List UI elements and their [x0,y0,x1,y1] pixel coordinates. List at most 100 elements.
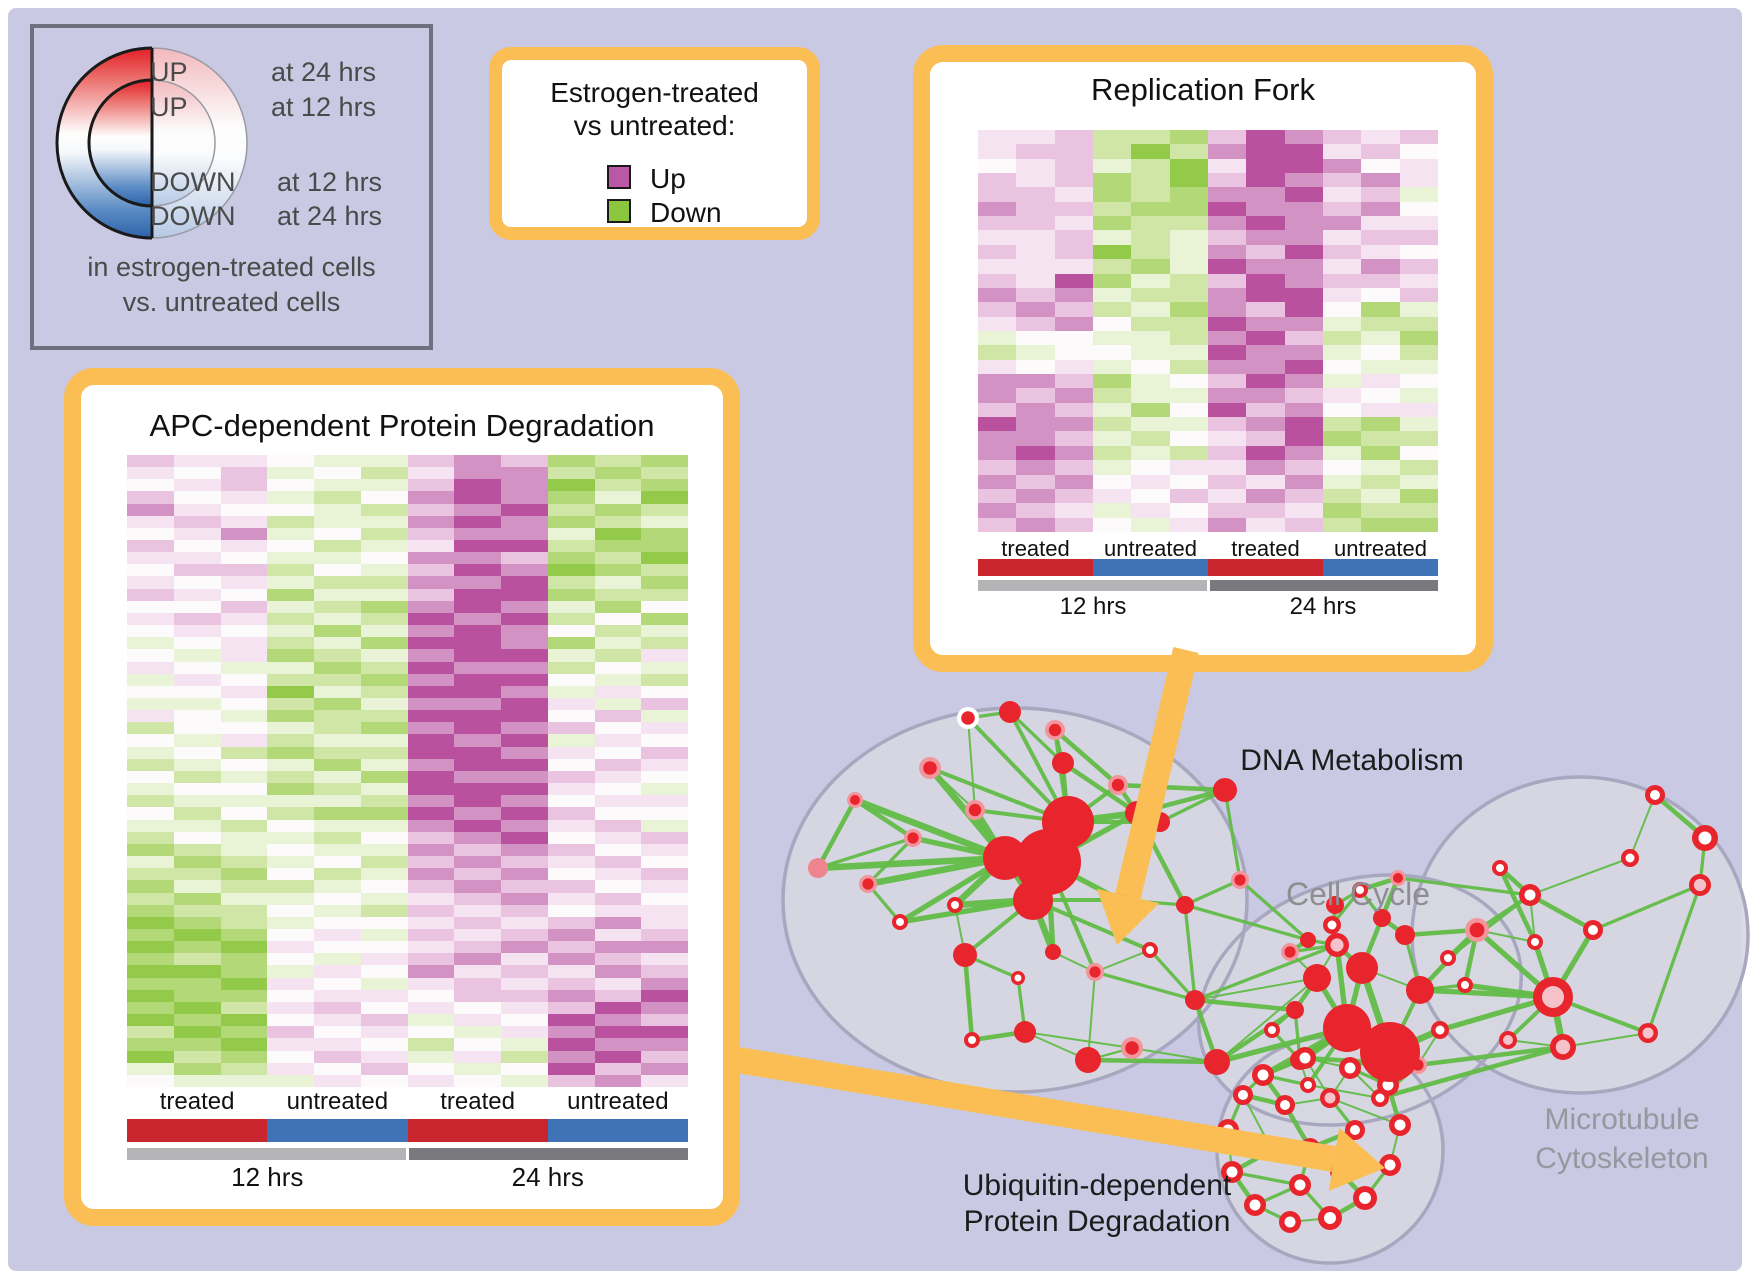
heat-cell [127,1014,174,1027]
heat-cell [1322,330,1362,346]
heat-cell [501,795,548,808]
heat-cell [314,819,361,832]
heat-cell [267,661,314,674]
heat-cell [173,600,221,613]
heat-cell [1169,359,1208,375]
heat-cell [1322,460,1362,475]
heat-cell [127,831,174,844]
heat-cell [127,1001,174,1015]
heat-cell [547,795,595,808]
heat-cell [1322,316,1362,331]
heat-cell [594,698,642,711]
heat-cell [127,880,174,893]
heat-cell [127,673,174,686]
heat-cell [220,807,268,820]
heat-cell [641,904,688,917]
heat-cell [267,588,314,601]
heat-cell [641,479,688,492]
heat-cell [220,612,268,626]
heat-cell [173,953,221,966]
heat-cell [314,831,361,844]
heat-cell [594,491,642,504]
heat-cell [173,467,221,480]
heat-cell [978,503,1017,518]
heat-cell [1016,345,1055,360]
heat-cell [594,770,642,784]
heat-cell [407,758,455,771]
heat-cell [1322,287,1362,303]
heat-cell [173,831,221,844]
heat-cell [454,807,501,820]
heat-cell [501,1001,548,1015]
heat-cell [314,746,361,759]
heat-cell [127,637,174,650]
heat-cell [1016,388,1055,403]
heat-cell [127,965,174,978]
heat-cell [360,685,408,698]
heat-cell [594,734,642,747]
heat-cell [594,552,642,565]
heat-cell [641,539,688,553]
heat-cell [978,187,1017,202]
heat-cell [1284,374,1323,389]
heat-cell [220,758,268,771]
heat-cell [1361,273,1400,288]
heat-cell [267,770,314,784]
heat-cell [1246,417,1285,432]
heat-cell [220,1014,268,1027]
heat-cell [1246,402,1285,418]
heat-cell [127,1026,174,1039]
heat-cell [267,843,314,857]
heat-cell [641,892,688,905]
ring-legend-caption-line2: vs. untreated cells [122,287,341,317]
heat-cell [1361,287,1400,303]
heat-cell [1207,388,1247,403]
heat-cell [641,770,688,784]
heat-cell [1016,474,1055,489]
heat-cell [1207,287,1247,303]
heat-cell [978,374,1017,389]
heat-cell [220,795,268,808]
heat-cell [978,402,1017,418]
heat-cell [267,758,314,771]
heat-cell [360,1001,408,1015]
heat-cell [454,965,501,978]
heat-cell [360,843,408,857]
heat-cell [501,527,548,540]
heat-cell [454,527,501,540]
heat-cell [1092,216,1132,231]
heat-cell [501,928,548,942]
heat-cell [641,1014,688,1027]
heat-cell [1284,359,1323,375]
untreated-bar [1093,559,1208,576]
heat-cell [978,273,1017,288]
group-label-untreated: untreated [286,1088,389,1115]
heat-cell [360,1014,408,1027]
heat-cell [314,758,361,771]
heat-cell [314,783,361,796]
heat-cell [407,479,455,492]
heat-cell [220,515,268,528]
heat-cell [547,673,595,686]
heat-cell [1016,517,1055,532]
heat-cell [501,576,548,589]
heat-cell [173,1001,221,1015]
heat-cell [641,880,688,893]
heat-cell [1246,230,1285,245]
heat-cell [1284,330,1323,346]
heat-cell [267,527,314,540]
heat-cell [547,491,595,504]
heat-cell [267,807,314,820]
heat-cell [1322,345,1362,360]
heat-cell [1361,488,1400,504]
heat-cell [407,831,455,844]
heat-cell [360,564,408,577]
heat-cell [407,625,455,638]
heat-cell [360,819,408,832]
heat-cell [407,1074,455,1087]
down-swatch-label: Down [650,197,722,228]
heat-cell [547,892,595,905]
heat-cell [360,856,408,869]
heat-cell [1131,460,1170,475]
heat-cell [1054,374,1093,389]
